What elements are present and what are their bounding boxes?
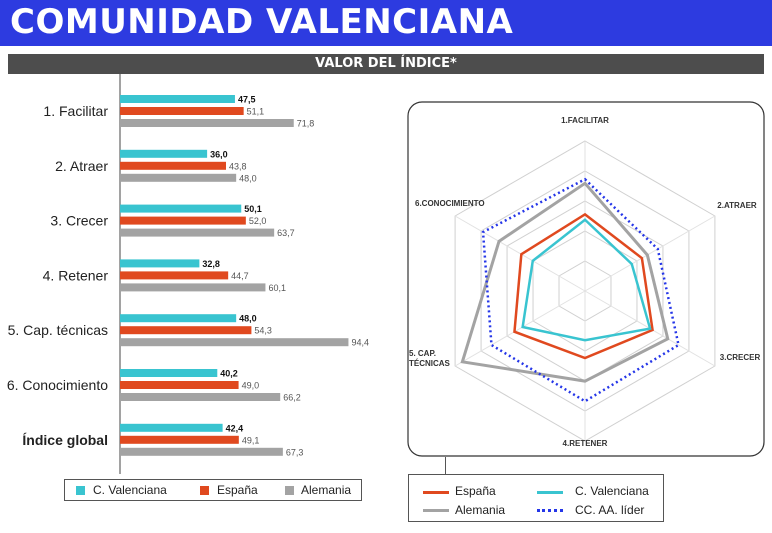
bar-espana-4-retener: [120, 271, 229, 280]
bar-cvalenciana-6-conocimiento: [120, 369, 218, 377]
radar-series-cvalenciana: [521, 218, 652, 342]
legend-label-cvalenciana: C. Valenciana: [93, 483, 167, 497]
bar-value-label-alemania-5-cap-tecnicas: 94,4: [351, 338, 369, 348]
chart-subtitle: VALOR DEL ÍNDICE*: [315, 56, 457, 71]
bar-category-label-5-cap-tecnicas: 5. Cap. técnicas: [8, 322, 108, 338]
radar-series-alemania: [460, 181, 670, 383]
bar-legend: C. Valenciana España Alemania: [64, 479, 362, 501]
bar-cvalenciana-5-cap-tecnicas: [120, 314, 237, 323]
bar-cvalenciana-indice-global: [120, 423, 223, 432]
bar-value-label-alemania-1-facilitar: 71,8: [297, 119, 315, 129]
bar-alemania-4-retener: [120, 283, 266, 292]
bar-value-label-cvalenciana-5-cap-tecnicas: 48,0: [239, 314, 257, 324]
bar-alemania-2-atraer: [120, 173, 237, 182]
bar-value-label-cvalenciana-3-crecer: 50,1: [244, 204, 262, 214]
bar-value-label-espana-6-conocimiento: 49,0: [242, 381, 260, 391]
bar-value-label-cvalenciana-6-conocimiento: 40,2: [220, 369, 238, 379]
legend-label-alemania: Alemania: [301, 483, 352, 497]
bar-value-label-alemania-2-atraer: 48,0: [239, 173, 257, 183]
radar-legend-connector: [445, 457, 446, 474]
bar-value-label-espana-indice-global: 49,1: [242, 435, 260, 445]
bar-espana-indice-global: [120, 435, 239, 444]
bar-value-label-cvalenciana-1-facilitar: 47,5: [238, 95, 256, 105]
legend-label-radar-cvalenciana: C. Valenciana: [575, 484, 649, 498]
bar-value-label-espana-1-facilitar: 51,1: [247, 107, 265, 117]
bar-category-label-1-facilitar: 1. Facilitar: [43, 103, 108, 119]
radar-axis-label-part: 5. CAP.: [409, 349, 436, 358]
legend-swatch-cvalenciana: [76, 486, 85, 495]
bar-value-label-cvalenciana-4-retener: 32,8: [202, 259, 220, 269]
radar-spoke-5: [454, 290, 586, 367]
bar-espana-5-cap-tecnicas: [120, 326, 252, 335]
legend-label-radar-lider: CC. AA. líder: [575, 503, 645, 517]
radar-series-lider: [481, 177, 680, 403]
radar-axis-label-4-retener: 4.RETENER: [563, 439, 608, 448]
legend-swatch-alemania: [285, 486, 294, 495]
bar-value-label-espana-2-atraer: 43,8: [229, 161, 247, 171]
bar-category-label-indice-global: Índice global: [22, 432, 108, 448]
bar-value-label-espana-5-cap-tecnicas: 54,3: [254, 326, 272, 336]
title-bar: COMUNIDAD VALENCIANA: [0, 0, 772, 46]
bar-value-label-cvalenciana-indice-global: 42,4: [226, 423, 244, 433]
bar-value-label-alemania-4-retener: 60,1: [268, 283, 286, 293]
radar-axis-label-part: 3.CRECER: [720, 353, 761, 362]
bar-category-label-3-crecer: 3. Crecer: [50, 213, 108, 229]
bar-category-label-2-atraer: 2. Atraer: [55, 158, 108, 174]
radar-chart: 1.FACILITAR 2.ATRAER 3.CRECER 4.RETENER 5. C…: [407, 101, 765, 457]
bar-value-label-espana-3-crecer: 52,0: [249, 216, 267, 226]
bar-value-label-cvalenciana-2-atraer: 36,0: [210, 149, 228, 159]
radar-axis-label-5-cap-tecnicas: 5. CAP. TÉCNICAS: [409, 349, 451, 368]
bar-value-label-alemania-indice-global: 67,3: [286, 447, 304, 457]
radar-spoke-6: [454, 215, 586, 292]
legend-line-alemania: [423, 509, 449, 512]
bar-espana-1-facilitar: [120, 107, 244, 115]
page-title: COMUNIDAD VALENCIANA: [10, 2, 514, 42]
radar-axis-label-part: 2.ATRAER: [717, 201, 757, 210]
radar-spoke-2: [584, 215, 716, 292]
radar-legend: España C. Valenciana Alemania CC. AA. lí…: [408, 474, 664, 522]
legend-swatch-espana: [200, 486, 209, 495]
legend-label-espana: España: [217, 483, 258, 497]
bar-espana-3-crecer: [120, 216, 246, 225]
subtitle-bar: VALOR DEL ÍNDICE*: [8, 54, 764, 74]
radar-series-espana: [513, 212, 654, 360]
radar-axis-label-part: 1.FACILITAR: [561, 116, 609, 125]
bar-category-label-4-retener: 4. Retener: [43, 267, 109, 283]
legend-line-lider: [537, 509, 563, 512]
bar-alemania-indice-global: [120, 447, 283, 456]
bar-value-label-alemania-3-crecer: 63,7: [277, 228, 295, 238]
bar-alemania-5-cap-tecnicas: [120, 338, 349, 347]
radar-axis-label-6-conocimiento: 6.CONOCIMIENTO: [415, 199, 485, 208]
bar-value-label-espana-4-retener: 44,7: [231, 271, 249, 281]
legend-line-cvalenciana: [537, 491, 563, 494]
radar-axis-label-part: 6.CONOCIMIENTO: [415, 199, 485, 208]
legend-label-radar-espana: España: [455, 484, 496, 498]
bar-cvalenciana-1-facilitar: [120, 95, 235, 103]
radar-axis-label-2-atraer: 2.ATRAER: [717, 201, 757, 210]
bar-cvalenciana-3-crecer: [120, 204, 242, 213]
bar-alemania-6-conocimiento: [120, 393, 281, 401]
radar-axis-label-1-facilitar: 1.FACILITAR: [561, 116, 609, 125]
bar-cvalenciana-4-retener: [120, 259, 200, 268]
radar-axis-label-part: TÉCNICAS: [409, 359, 451, 368]
radar-axis-label-3-crecer: 3.CRECER: [720, 353, 761, 362]
legend-line-espana: [423, 491, 449, 494]
radar-axis-label-part: 4.RETENER: [563, 439, 608, 448]
radar-panel-frame: [407, 101, 765, 457]
bar-alemania-1-facilitar: [120, 119, 294, 127]
bar-alemania-3-crecer: [120, 228, 275, 237]
bar-value-label-alemania-6-conocimiento: 66,2: [283, 393, 301, 403]
bar-cvalenciana-2-atraer: [120, 149, 208, 158]
legend-label-radar-alemania: Alemania: [455, 503, 506, 517]
bar-category-label-6-conocimiento: 6. Conocimiento: [7, 377, 108, 393]
bar-espana-6-conocimiento: [120, 381, 239, 389]
bar-chart: 1. Facilitar 47,5 51,1 71,8 2. Atraer 36,043,…: [7, 74, 369, 474]
bar-espana-2-atraer: [120, 161, 226, 170]
